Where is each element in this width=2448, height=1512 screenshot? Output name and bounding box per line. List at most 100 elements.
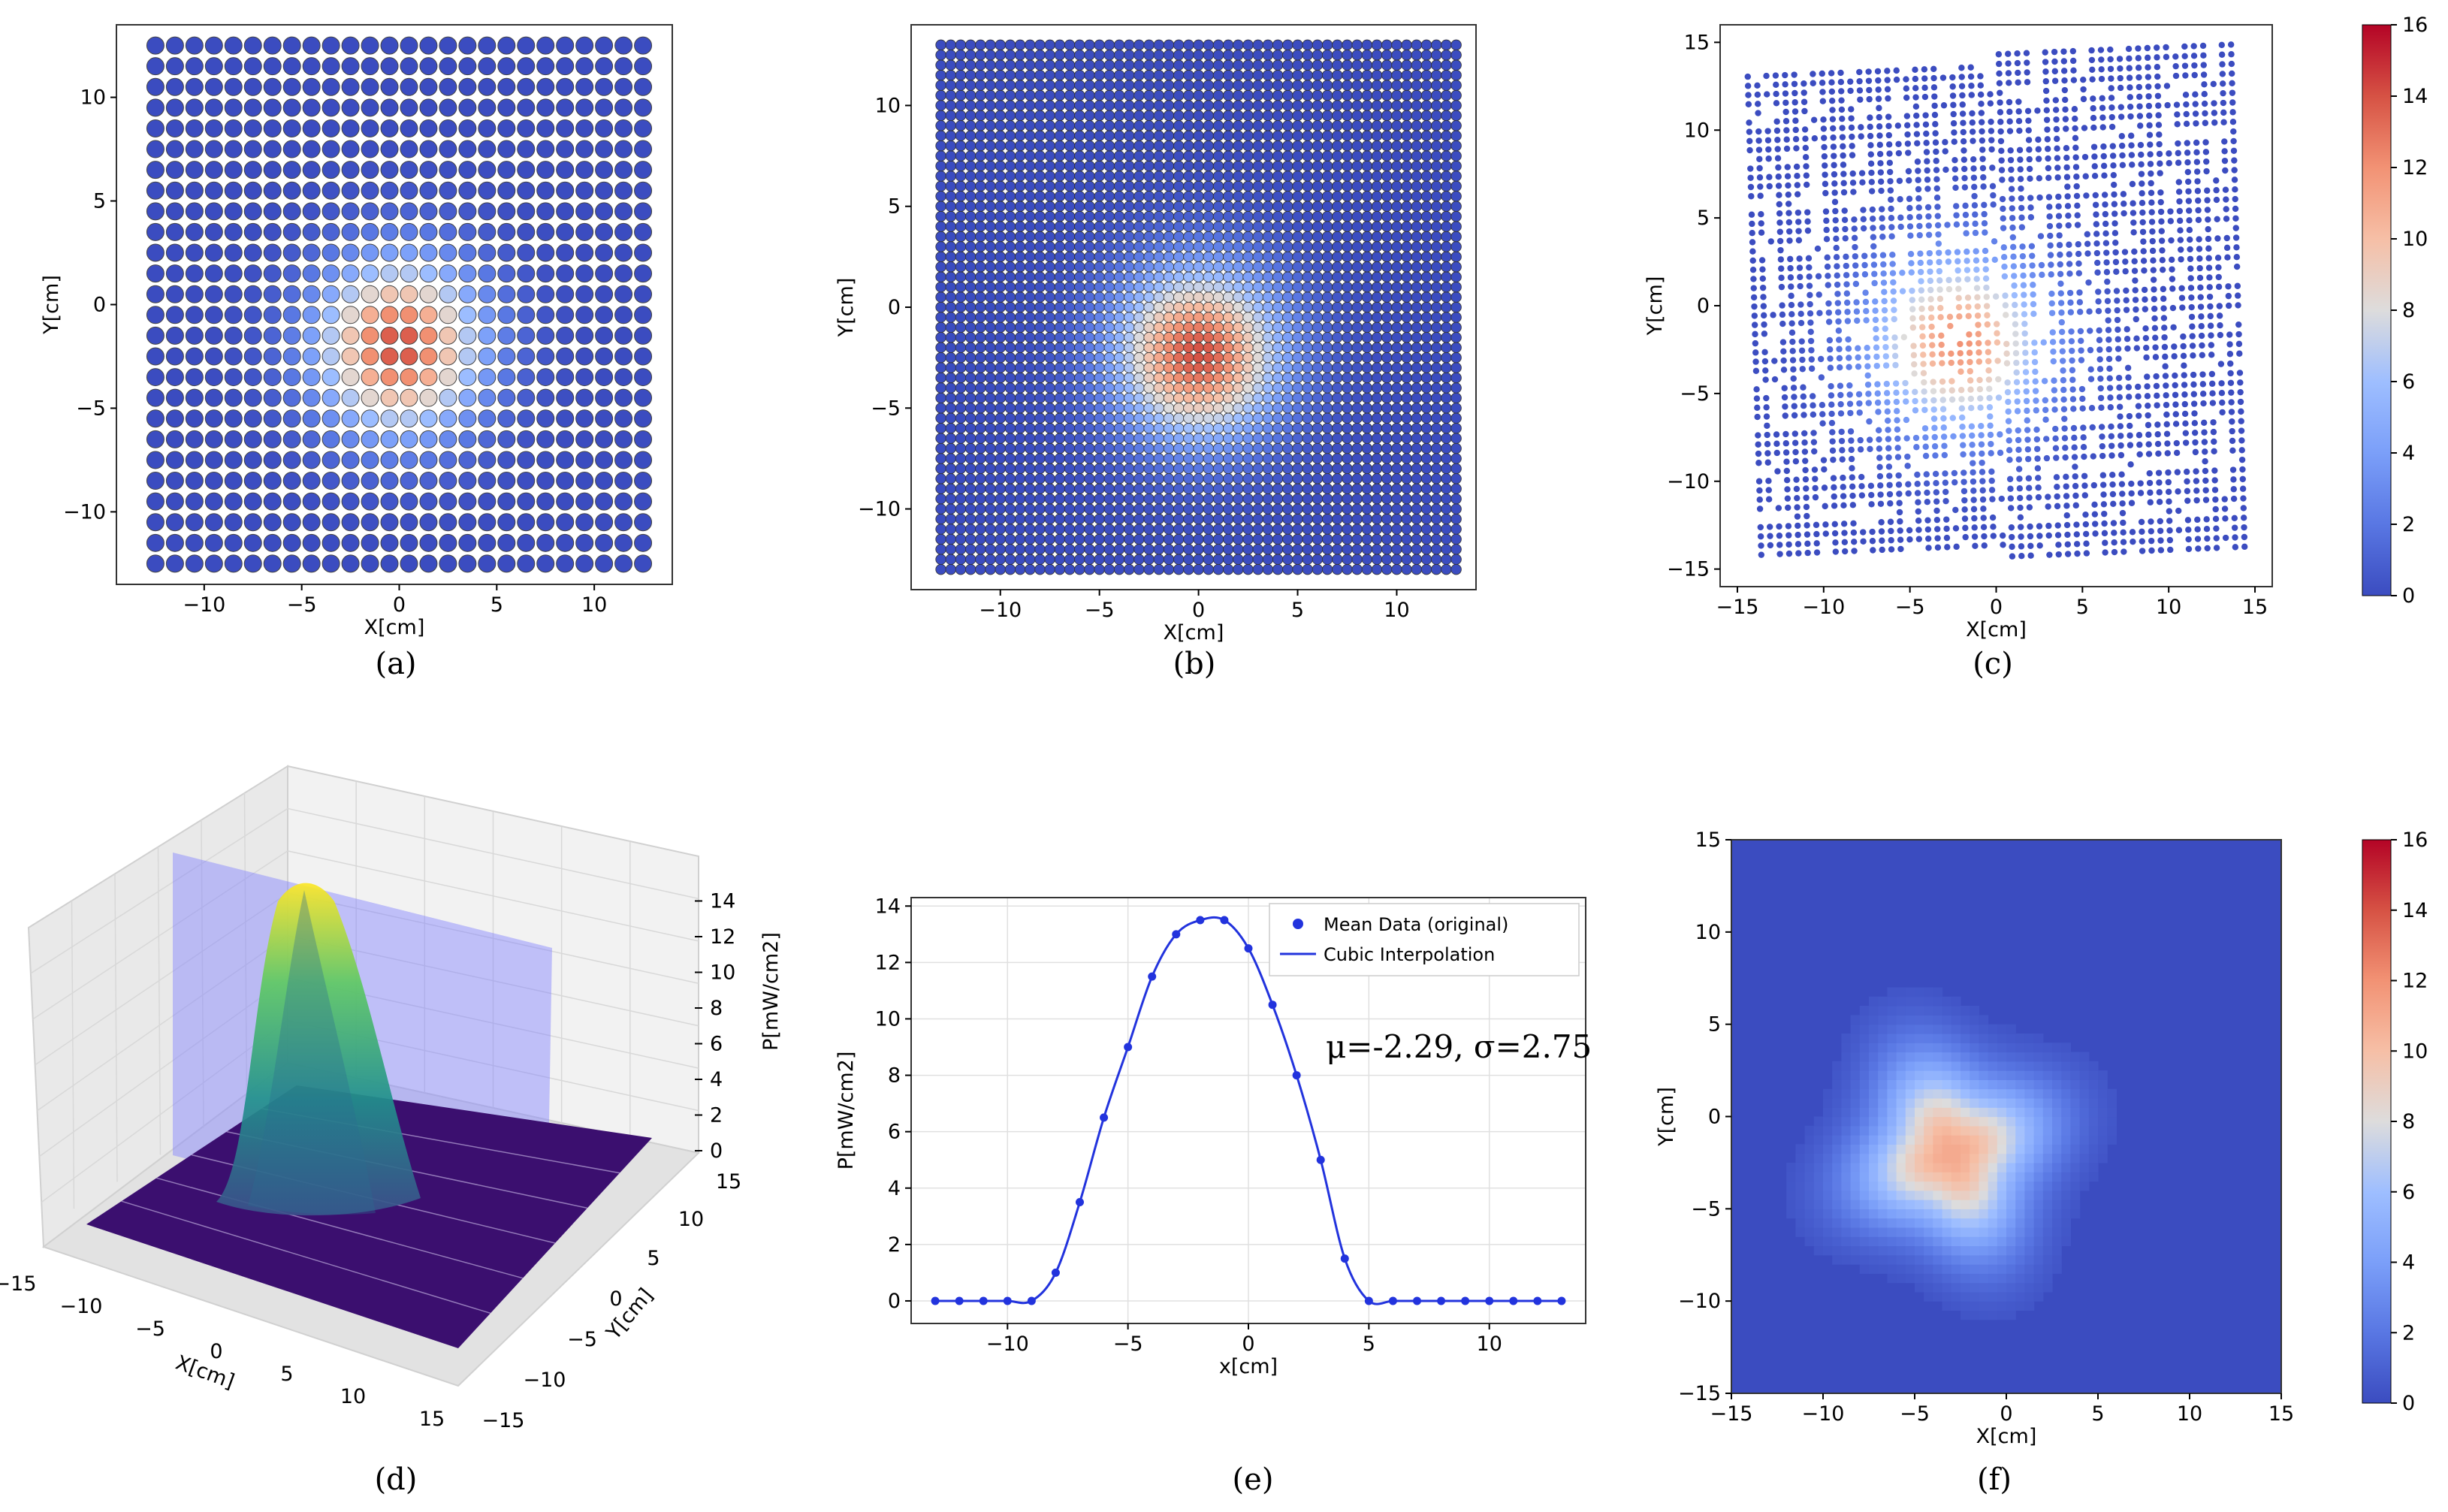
data-point [1124,382,1135,394]
data-point [2073,521,2080,528]
data-point [1361,312,1373,323]
data-point [1831,493,1837,500]
data-point [243,306,262,324]
data-point [1262,50,1274,61]
data-point [1222,453,1234,464]
data-point [1262,463,1274,475]
data-point [1342,412,1353,424]
data-point [1034,422,1046,434]
data-point [945,342,956,353]
data-point [321,161,340,180]
data-point [1133,301,1145,313]
data-point [1054,544,1066,555]
data-point [1884,399,1891,406]
data-point [2102,539,2108,546]
data-point [2108,452,2115,459]
data-point [1946,313,1954,321]
data-point [1321,563,1333,575]
data-point [1113,412,1125,424]
data-point [1282,171,1293,182]
data-point [955,140,967,152]
data-point [1332,403,1343,414]
data-point [964,332,976,343]
data-point [204,388,223,407]
data-point [1163,271,1175,282]
data-point [595,222,614,241]
data-point [1361,342,1373,353]
data-point [1391,100,1402,111]
data-point [1981,533,1988,540]
data-point [1212,362,1224,373]
data-point [1865,391,1872,397]
data-point [2105,317,2111,324]
data-point [263,306,282,324]
data-point [361,98,379,117]
data-point [2159,247,2166,254]
data-point [2022,369,2030,376]
data-point [536,57,555,76]
data-point [1222,332,1234,343]
data-point [380,326,399,345]
data-point [945,271,956,282]
data-point [1173,59,1185,71]
data-point [2166,508,2173,515]
data-point [1797,282,1804,290]
data-point [1441,483,1452,494]
data-point [2014,408,2021,415]
data-point [1763,413,1770,420]
data-point [1401,554,1412,565]
data-point [1371,80,1383,91]
data-point [1133,89,1145,101]
data-point [1153,100,1165,111]
data-point [1321,241,1333,252]
data-point [1103,321,1115,333]
data-point [964,120,976,131]
data-point [1034,160,1046,172]
data-point [2232,234,2240,241]
data-point [2019,252,2027,260]
data-point [1094,100,1105,111]
data-point [1839,447,1846,454]
data-point [1094,271,1105,282]
data-point [556,451,575,469]
data-point [2128,499,2136,506]
data-point [975,39,986,51]
data-point [165,533,184,552]
data-point [263,161,282,180]
data-point [955,201,967,212]
data-point [400,430,418,448]
data-point [1222,544,1234,555]
data-point [2112,258,2120,266]
data-point [361,554,379,573]
data-point [1064,554,1076,565]
data-point [2174,469,2181,475]
data-point [1203,513,1214,525]
data-point [2139,528,2145,536]
data-point [419,368,438,387]
data-point [975,493,986,505]
data-point [2092,530,2099,537]
data-point [361,472,379,490]
data-point [1880,270,1887,277]
data-point [2161,324,2168,331]
data-point [2142,334,2150,342]
data-point [1789,357,1797,364]
data-point [1203,231,1214,243]
data-point [1084,110,1095,122]
data-point [1810,411,1817,418]
data-point [1222,312,1234,323]
data-point [2128,480,2135,487]
data-point [2112,239,2119,246]
data-point [478,306,497,324]
data-point [1262,513,1274,525]
data-point [1113,39,1125,51]
data-point [165,222,184,241]
data-point [361,368,379,387]
data-point [1103,221,1115,232]
data-point [224,409,243,428]
data-point [1222,352,1234,364]
data-point [1391,544,1402,555]
data-point [1252,110,1263,122]
data-point [955,412,967,424]
data-point [1272,291,1284,303]
